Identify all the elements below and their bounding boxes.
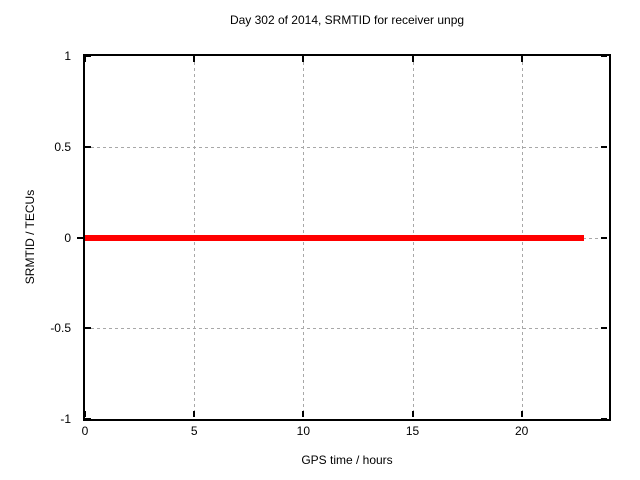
x-tick-label: 20 <box>514 424 529 438</box>
x-tick-label: 5 <box>190 424 198 438</box>
y-tick-label: 1 <box>64 49 71 63</box>
x-tick-label: 0 <box>81 424 89 438</box>
y-tick-label: -1 <box>60 412 71 426</box>
x-axis-label: GPS time / hours <box>301 453 393 467</box>
y-axis-label: SRMTID / TECUs <box>23 189 37 285</box>
x-tick-label: 10 <box>296 424 310 438</box>
plot-area <box>83 54 611 421</box>
y-tick-label: 0.5 <box>54 139 71 154</box>
chart-title: Day 302 of 2014, SRMTID for receiver unp… <box>229 13 465 27</box>
y-tick-label: -0.5 <box>50 321 71 336</box>
y-tick-label: 0 <box>64 230 71 245</box>
x-tick-label: 15 <box>405 424 420 438</box>
